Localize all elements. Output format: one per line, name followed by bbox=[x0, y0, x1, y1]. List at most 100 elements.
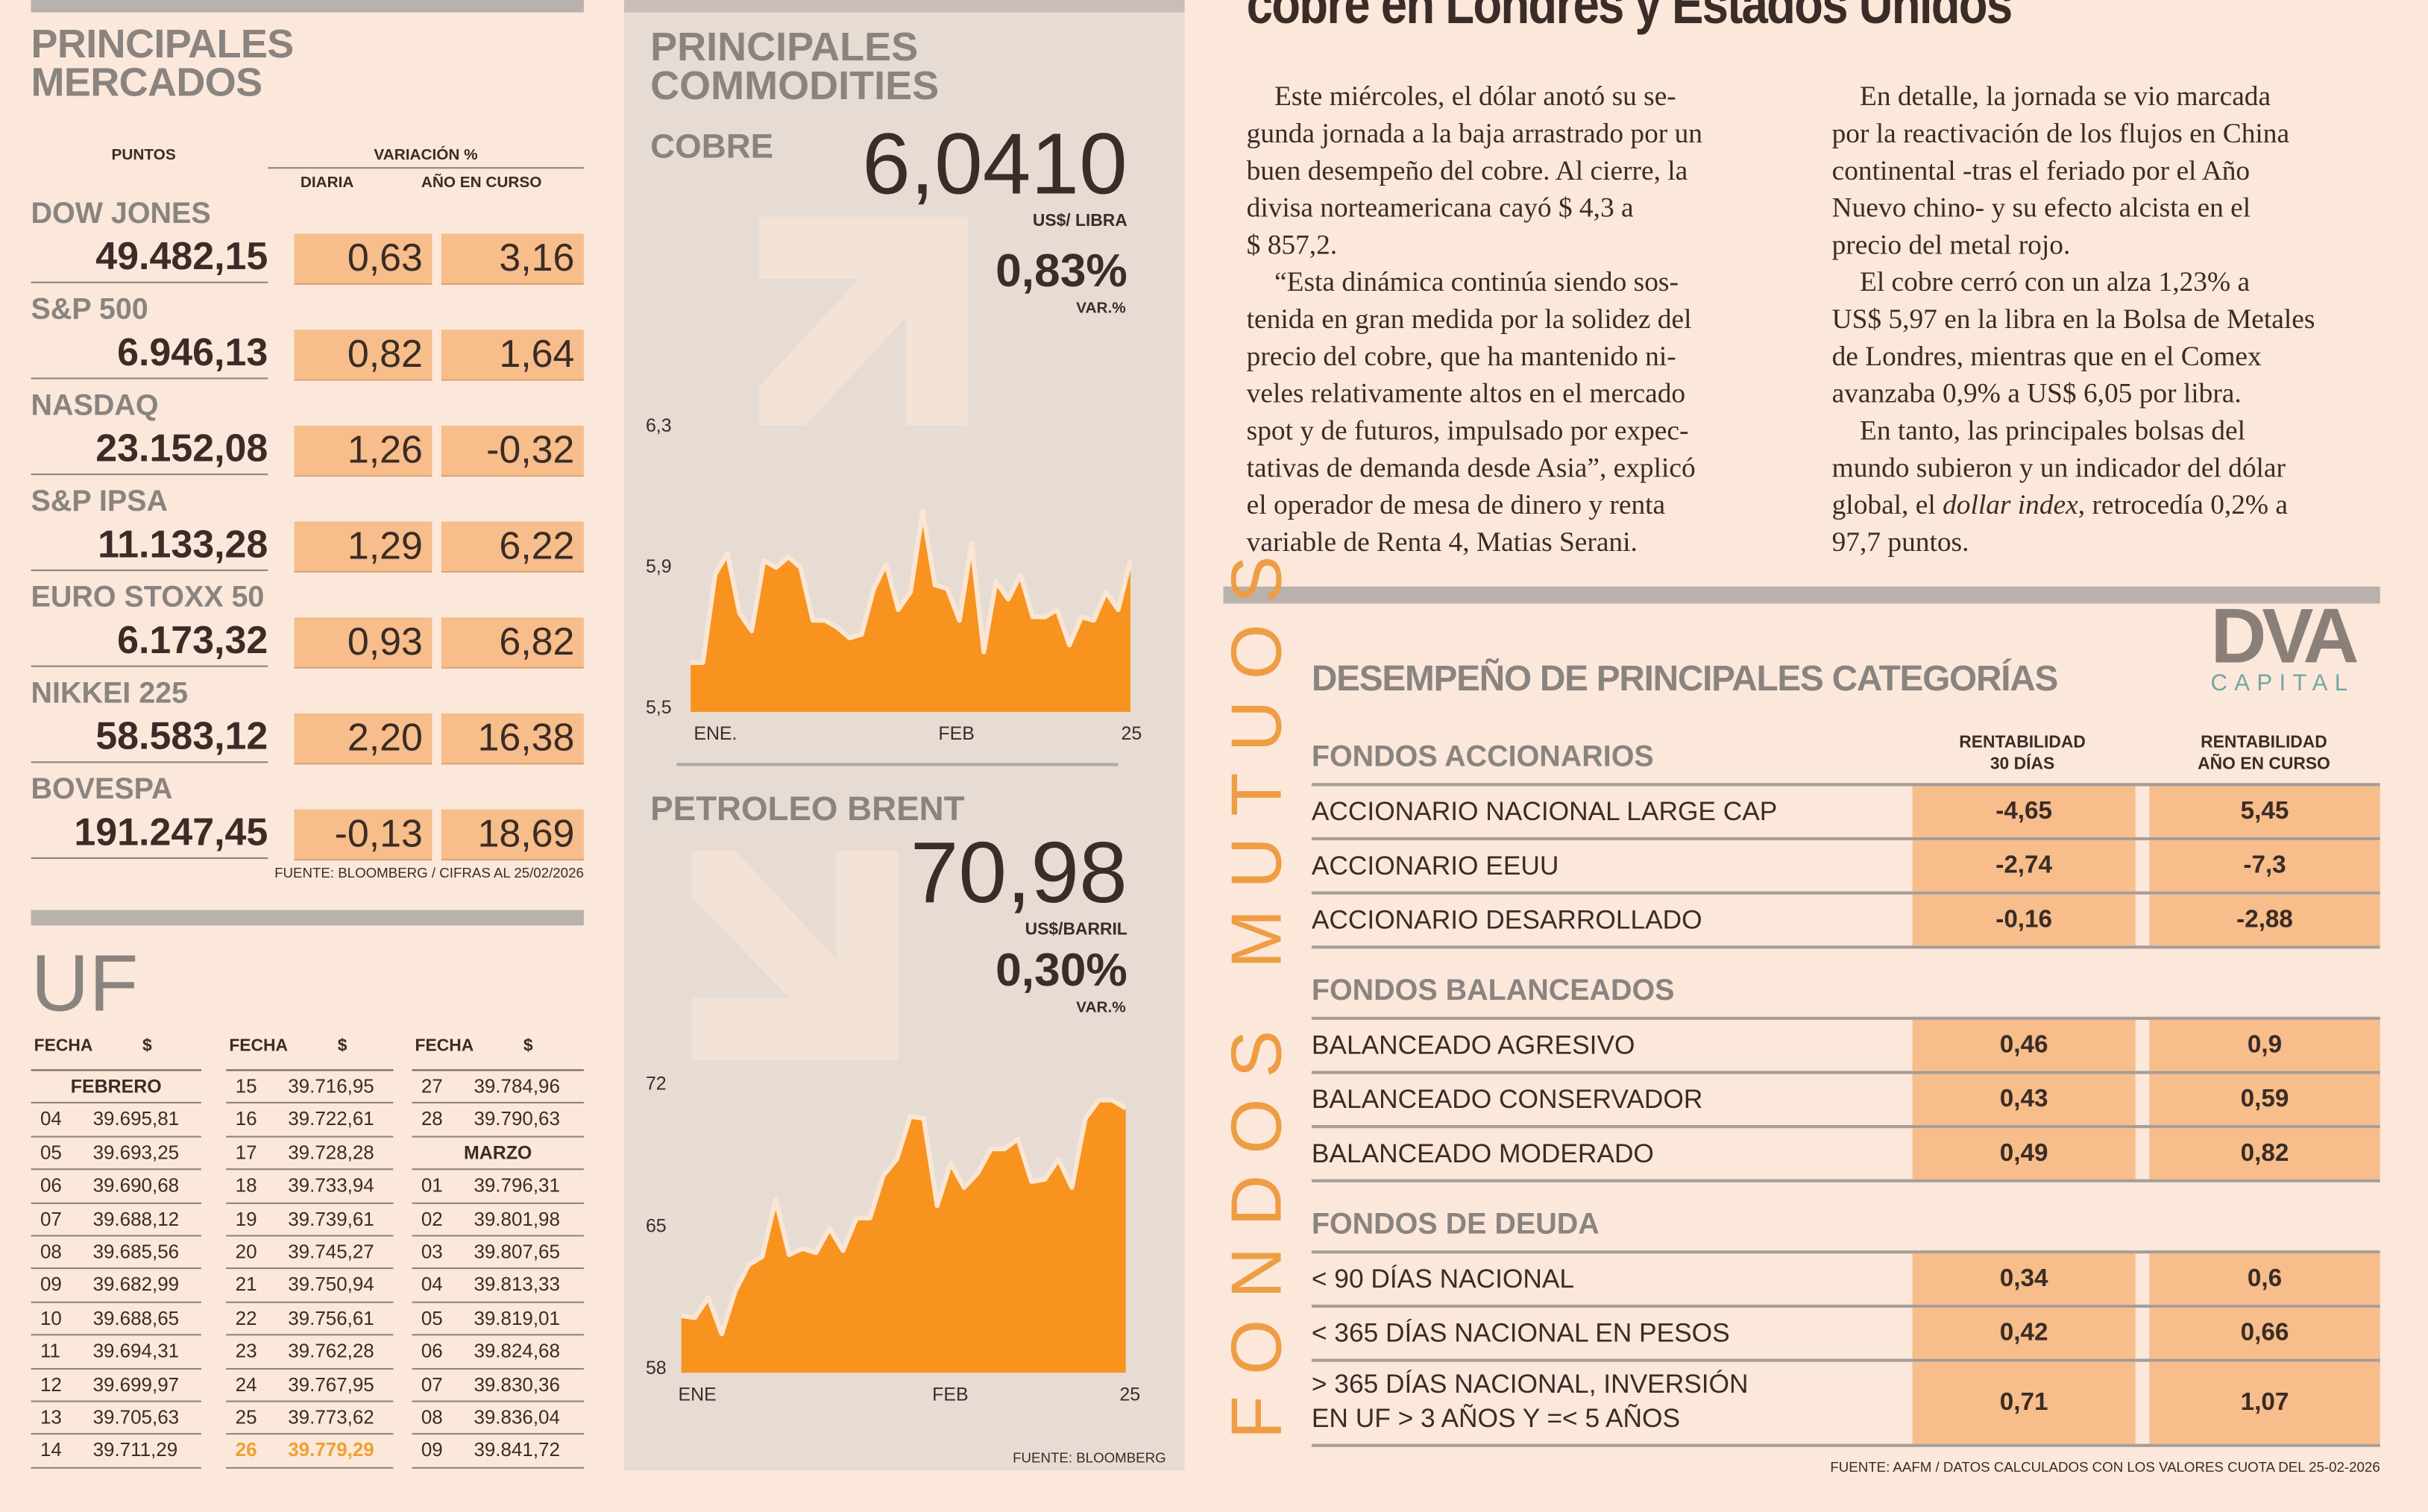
commodities-title: PRINCIPALES COMMODITIES bbox=[650, 26, 940, 109]
fund-row: BALANCEADO AGRESIVO 0,46 0,9 bbox=[1311, 1019, 2380, 1074]
uf-value: 39.841,72 bbox=[474, 1440, 560, 1462]
article-line: variable de Renta 4, Matias Serani. bbox=[1246, 526, 1638, 558]
uf-month-row: FEBRERO bbox=[31, 1071, 201, 1104]
uf-value-header: $ bbox=[337, 1036, 347, 1056]
uf-row: 09 39.682,99 bbox=[31, 1270, 201, 1303]
uf-value: 39.836,04 bbox=[474, 1406, 560, 1428]
section-rule bbox=[1311, 1016, 2380, 1020]
fund-label: ACCIONARIO DESARROLLADO bbox=[1312, 904, 1702, 938]
uf-row: 19 39.739,61 bbox=[226, 1203, 394, 1237]
uf-row: 16 39.722,61 bbox=[226, 1104, 394, 1138]
uf-row: 04 39.813,33 bbox=[412, 1270, 584, 1303]
col-variation-header: VARIACIÓN % bbox=[268, 147, 584, 169]
market-ytd-change: 16,38 bbox=[441, 713, 584, 765]
uf-header: FECHA $ bbox=[31, 1029, 201, 1071]
brent-area bbox=[681, 1100, 1126, 1373]
uf-month-row: MARZO bbox=[412, 1137, 584, 1171]
uf-date: 01 bbox=[421, 1174, 443, 1197]
article-italic-text: dollar index bbox=[1943, 488, 2078, 520]
fund-row: BALANCEADO MODERADO 0,49 0,82 bbox=[1311, 1128, 2380, 1182]
uf-value: 39.790,63 bbox=[474, 1109, 560, 1131]
uf-date: 21 bbox=[235, 1274, 257, 1297]
funds-section-title: FONDOS ACCIONARIOS bbox=[1311, 741, 1654, 774]
logo-main: DVA bbox=[2210, 592, 2359, 680]
market-points: 191.247,45 bbox=[31, 808, 268, 860]
brent-label: PETROLEO BRENT bbox=[650, 789, 965, 828]
uf-row: 28 39.790,63 bbox=[412, 1104, 584, 1138]
top-divider bbox=[31, 0, 584, 13]
market-ytd-change: 18,69 bbox=[441, 809, 584, 861]
arrow-down-right-icon bbox=[692, 851, 899, 1060]
uf-row: 13 39.705,63 bbox=[31, 1402, 201, 1435]
fund-label-line1: < 365 DÍAS NACIONAL EN PESOS bbox=[1311, 1318, 1730, 1348]
fund-row: ACCIONARIO EEUU -2,74 -7,3 bbox=[1311, 840, 2380, 895]
market-name: BOVESPA bbox=[31, 773, 173, 807]
uf-value: 39.733,94 bbox=[288, 1174, 374, 1197]
uf-header: FECHA $ bbox=[226, 1029, 394, 1071]
article-line: precio del cobre, que ha mantenido ni- bbox=[1246, 340, 1676, 372]
brent-change-label: VAR.% bbox=[1076, 999, 1126, 1017]
uf-row: 27 39.784,96 bbox=[412, 1071, 584, 1104]
col-ytd-funds-header: RENTABILIDAD AÑO EN CURSO bbox=[2148, 732, 2380, 775]
article-line: de Londres, mientras que en el Comex bbox=[1831, 340, 2262, 372]
uf-value: 39.690,68 bbox=[92, 1174, 180, 1197]
uf-value-header: $ bbox=[142, 1036, 152, 1056]
copper-unit: US$/ LIBRA bbox=[1032, 212, 1127, 231]
uf-date: 20 bbox=[235, 1241, 257, 1263]
article-line: continental -tras el feriado por el Año bbox=[1831, 154, 2251, 186]
fund-label: < 365 DÍAS NACIONAL EN PESOS bbox=[1312, 1317, 1730, 1351]
uf-row: 08 39.836,04 bbox=[412, 1402, 584, 1435]
fund-return-ytd: 0,59 bbox=[2149, 1074, 2380, 1126]
commodities-panel: PRINCIPALES COMMODITIES COBRE 6,0410 US$… bbox=[623, 0, 1185, 1470]
uf-row: 08 39.685,56 bbox=[31, 1236, 201, 1270]
market-daily-change: -0,13 bbox=[294, 809, 433, 861]
uf-date: 14 bbox=[40, 1440, 62, 1462]
fund-return-30d: 0,71 bbox=[1912, 1361, 2136, 1444]
uf-value: 39.739,61 bbox=[288, 1208, 374, 1230]
fund-return-30d: -2,74 bbox=[1912, 840, 2136, 892]
fund-return-ytd: 0,9 bbox=[2149, 1019, 2380, 1071]
market-points: 49.482,15 bbox=[31, 232, 268, 283]
col-daily-header: DIARIA bbox=[300, 174, 354, 192]
article-line: spot y de futuros, impulsado por expec- bbox=[1246, 415, 1689, 446]
fund-return-30d: 0,34 bbox=[1912, 1253, 2136, 1305]
market-name: S&P IPSA bbox=[31, 485, 169, 519]
article-line: el operador de mesa de dinero y renta bbox=[1246, 488, 1666, 520]
market-name: NASDAQ bbox=[31, 390, 159, 423]
x-tick-label: FEB bbox=[932, 1383, 969, 1405]
col-30d-header-line1: RENTABILIDAD bbox=[1959, 733, 2086, 752]
uf-value: 39.693,25 bbox=[92, 1141, 180, 1164]
uf-value: 39.699,97 bbox=[92, 1373, 180, 1396]
fund-row: < 365 DÍAS NACIONAL EN PESOS 0,42 0,66 bbox=[1311, 1307, 2380, 1362]
fund-return-ytd: 1,07 bbox=[2149, 1361, 2380, 1444]
copper-label: COBRE bbox=[650, 127, 774, 166]
commodities-title-line2: COMMODITIES bbox=[650, 62, 940, 109]
market-points: 58.583,12 bbox=[31, 712, 268, 763]
fund-label: > 365 DÍAS NACIONAL, INVERSIÓN EN UF > 3 … bbox=[1312, 1368, 1749, 1436]
x-tick-label: ENE. bbox=[694, 722, 737, 745]
article-line: por la reactivación de los flujos en Chi… bbox=[1831, 117, 2290, 149]
market-ytd-change: 3,16 bbox=[441, 233, 584, 285]
market-ytd-change: -0,32 bbox=[441, 425, 584, 477]
uf-value: 39.813,33 bbox=[474, 1274, 560, 1297]
y-tick-label: 5,5 bbox=[645, 696, 672, 719]
x-tick-label: ENE bbox=[678, 1383, 717, 1405]
section-divider bbox=[31, 910, 584, 926]
uf-value: 39.728,28 bbox=[288, 1141, 374, 1164]
uf-date: 05 bbox=[40, 1141, 62, 1164]
uf-date: 27 bbox=[421, 1075, 443, 1097]
uf-value-header: $ bbox=[523, 1036, 533, 1056]
uf-row: 10 39.688,65 bbox=[31, 1302, 201, 1336]
uf-row: 02 39.801,98 bbox=[412, 1203, 584, 1237]
market-daily-change: 1,29 bbox=[294, 521, 433, 573]
commodities-graphics bbox=[676, 216, 1133, 1373]
fund-return-30d: 0,46 bbox=[1912, 1019, 2136, 1071]
uf-row: 03 39.807,65 bbox=[412, 1236, 584, 1270]
uf-date: 24 bbox=[235, 1373, 257, 1396]
market-daily-change: 0,82 bbox=[294, 330, 433, 381]
article-line: $ 857,2. bbox=[1246, 229, 1338, 260]
uf-date: 18 bbox=[235, 1174, 257, 1197]
funds-divider bbox=[1223, 586, 2380, 604]
uf-row: 05 39.819,01 bbox=[412, 1302, 584, 1336]
uf-column: FECHA $ FEBRERO 04 39.695,81 05 39.693,25 06 39.… bbox=[31, 1029, 201, 1469]
